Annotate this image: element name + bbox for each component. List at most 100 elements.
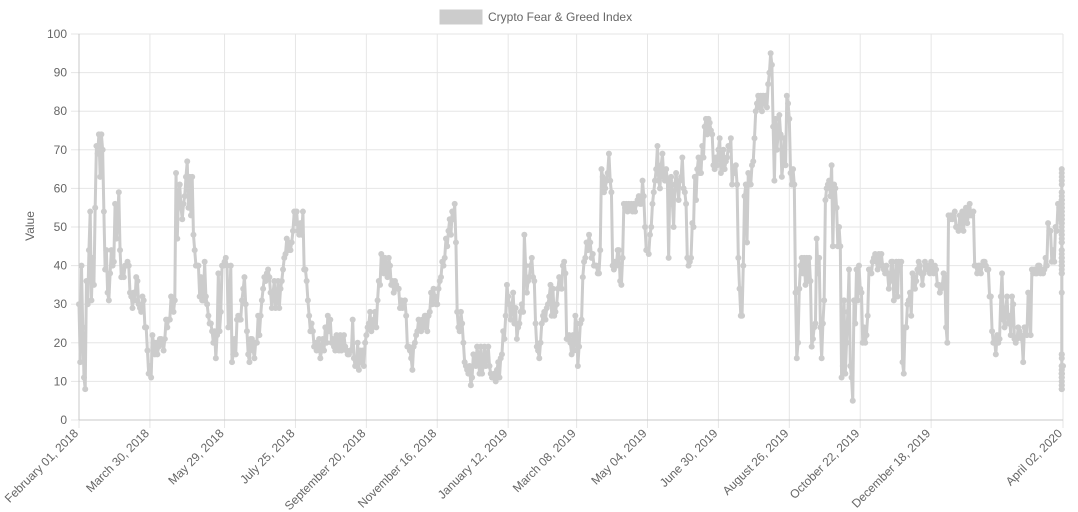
legend[interactable]: Crypto Fear & Greed Index [439,9,632,25]
data-point[interactable] [763,104,770,111]
data-point[interactable] [129,305,136,312]
data-point[interactable] [207,320,214,327]
data-point[interactable] [783,92,790,99]
data-point[interactable] [778,173,785,180]
data-point[interactable] [340,332,347,339]
data-point[interactable] [523,289,530,296]
data-point[interactable] [571,347,578,354]
data-point[interactable] [579,274,586,281]
data-point[interactable] [409,366,416,373]
data-point[interactable] [1022,324,1029,331]
data-point[interactable] [114,216,121,223]
data-point[interactable] [648,224,655,230]
data-point[interactable] [604,169,611,176]
data-point[interactable] [747,181,754,188]
data-point[interactable] [615,247,622,254]
data-point[interactable] [430,285,437,292]
data-point[interactable] [854,297,861,304]
data-point[interactable] [293,208,300,215]
data-point[interactable] [424,328,431,335]
data-point[interactable] [317,355,324,362]
data-point[interactable] [549,285,556,292]
data-point[interactable] [431,293,438,300]
data-point[interactable] [847,362,854,369]
data-point[interactable] [176,181,183,188]
data-point[interactable] [996,335,1003,342]
data-point[interactable] [1058,212,1065,219]
data-point[interactable] [906,289,913,296]
data-point[interactable] [806,254,813,261]
data-point[interactable] [557,278,564,285]
data-point[interactable] [204,301,211,308]
data-point[interactable] [100,208,107,215]
data-point[interactable] [507,316,514,323]
data-point[interactable] [265,266,272,273]
data-point[interactable] [670,224,677,230]
data-point[interactable] [467,382,474,389]
data-point[interactable] [168,293,175,300]
data-point[interactable] [164,324,171,331]
data-point[interactable] [237,316,244,323]
data-point[interactable] [913,278,920,285]
data-point[interactable] [721,166,728,173]
data-point[interactable] [1018,335,1025,342]
data-point[interactable] [717,169,724,176]
data-point[interactable] [79,324,86,331]
data-point[interactable] [650,189,657,196]
data-point[interactable] [117,247,124,254]
data-point[interactable] [740,262,747,269]
data-point[interactable] [1053,227,1060,234]
data-point[interactable] [887,278,894,285]
data-point[interactable] [76,301,82,308]
data-point[interactable] [278,278,285,285]
data-point[interactable] [475,355,482,362]
data-point[interactable] [833,204,840,211]
data-point[interactable] [215,270,222,277]
data-point[interactable] [444,243,451,250]
data-point[interactable] [546,293,553,300]
data-point[interactable] [745,169,752,176]
data-point[interactable] [457,308,464,315]
data-point[interactable] [187,212,194,219]
data-point[interactable] [321,347,328,354]
data-point[interactable] [516,320,523,327]
data-point[interactable] [795,339,802,346]
data-point[interactable] [773,146,780,153]
data-point[interactable] [500,328,507,335]
data-point[interactable] [280,266,287,273]
data-point[interactable] [653,166,660,173]
data-point[interactable] [668,173,675,180]
data-point[interactable] [227,262,234,269]
data-point[interactable] [1006,312,1013,319]
data-point[interactable] [800,270,807,277]
data-point[interactable] [977,270,984,277]
data-point[interactable] [597,247,604,254]
data-point[interactable] [522,262,529,269]
data-point[interactable] [408,355,415,362]
data-point[interactable] [512,305,519,312]
data-point[interactable] [729,181,736,188]
data-point[interactable] [378,251,385,258]
data-point[interactable] [587,239,594,246]
data-point[interactable] [578,316,585,323]
data-point[interactable] [380,270,387,277]
data-point[interactable] [894,293,901,300]
data-point[interactable] [992,351,999,358]
data-point[interactable] [842,370,849,377]
data-point[interactable] [323,339,330,346]
data-point[interactable] [501,335,508,342]
data-point[interactable] [691,173,698,180]
data-point[interactable] [613,262,620,269]
data-point[interactable] [838,374,845,381]
data-point[interactable] [486,362,493,369]
data-point[interactable] [699,142,706,149]
data-point[interactable] [1000,316,1007,323]
data-point[interactable] [395,285,402,292]
data-point[interactable] [503,281,510,288]
data-point[interactable] [782,162,789,169]
data-point[interactable] [146,362,153,369]
data-point[interactable] [844,308,851,315]
data-point[interactable] [1005,320,1012,327]
data-point[interactable] [781,135,788,142]
data-point[interactable] [87,208,94,215]
